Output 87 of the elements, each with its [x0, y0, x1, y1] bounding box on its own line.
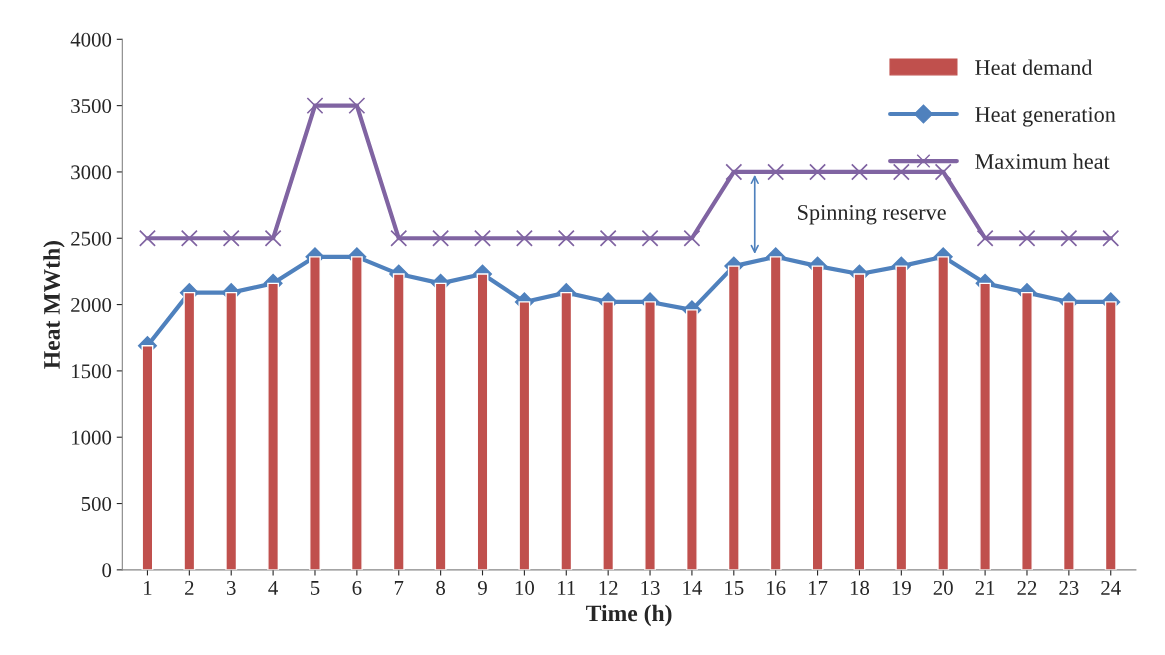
- point: [222, 229, 240, 247]
- bar: [518, 301, 531, 570]
- bar: [225, 291, 238, 570]
- point: [850, 163, 868, 181]
- point: [264, 229, 282, 247]
- point: [1060, 229, 1078, 247]
- y-tick-label: 500: [81, 496, 112, 511]
- x-tick-label: 19: [892, 580, 911, 595]
- x-tick-label: 9: [477, 580, 487, 595]
- x-tick-label: 4: [268, 581, 278, 595]
- point: [1018, 229, 1036, 247]
- bar: [309, 256, 321, 570]
- x-tick-label: 24: [1101, 580, 1121, 595]
- bar: [685, 309, 698, 570]
- point: [474, 229, 491, 247]
- x-tick-label: 12: [599, 580, 618, 595]
- x-tick-label: 22: [1017, 580, 1037, 595]
- legend-label: Heat demand: [975, 59, 1093, 76]
- y-tick-label: 3000: [71, 165, 112, 180]
- bar: [895, 265, 908, 570]
- bar: [350, 256, 363, 570]
- x-tick-label: 16: [767, 580, 786, 595]
- x-tick-label: 5: [310, 581, 320, 595]
- y-axis-title: Heat MWth): [43, 241, 65, 369]
- point: [306, 97, 324, 115]
- point: [180, 229, 198, 247]
- point: [432, 229, 450, 247]
- bar: [937, 256, 950, 570]
- x-tick-label: 17: [808, 580, 828, 595]
- annotation: Spinning reserve: [798, 204, 946, 225]
- point: [934, 163, 952, 181]
- x-tick-label: 14: [683, 580, 703, 595]
- legend-label: Maximum heat: [975, 153, 1110, 170]
- bar: [434, 282, 447, 570]
- point: [683, 229, 701, 247]
- point: [725, 163, 743, 181]
- x-tick-label: 23: [1059, 580, 1079, 595]
- x-tick-label: 18: [850, 580, 870, 595]
- bar: [811, 265, 824, 570]
- bar: [769, 256, 782, 570]
- x-tick-label: 20: [933, 580, 953, 595]
- bar: [476, 273, 489, 570]
- x-tick-label: 6: [352, 580, 362, 595]
- y-tick-label: 1000: [72, 430, 112, 445]
- x-tick-label: 1: [144, 580, 152, 595]
- bar: [727, 265, 740, 570]
- x-tick-label: 7: [394, 581, 404, 595]
- x-tick-label: 11: [558, 580, 576, 595]
- point: [390, 229, 408, 247]
- x-tick-label: 21: [975, 580, 995, 595]
- point: [976, 229, 994, 247]
- legend-label: Heat generation: [975, 107, 1116, 127]
- y-tick-label: 4000: [70, 32, 112, 47]
- point: [348, 97, 366, 115]
- x-tick-label: 2: [185, 580, 194, 595]
- point: [641, 229, 659, 247]
- y-tick-label: 1500: [72, 364, 112, 379]
- bar: [1104, 301, 1117, 570]
- point: [515, 229, 533, 247]
- point: [809, 163, 827, 181]
- point: [767, 163, 785, 181]
- bar: [392, 273, 405, 570]
- y-tick-label: 3500: [71, 98, 112, 114]
- point: [138, 229, 156, 247]
- y-tick-label: 0: [102, 563, 112, 578]
- bar: [141, 344, 154, 570]
- point: [599, 229, 617, 247]
- bar: [267, 282, 280, 570]
- bar: [183, 291, 196, 570]
- bar: [1021, 291, 1033, 570]
- x-tick-label: 15: [725, 580, 744, 595]
- y-tick-label: 2500: [71, 231, 112, 246]
- point: [557, 229, 575, 247]
- bar: [560, 291, 573, 570]
- point: [892, 163, 910, 181]
- x-tick-label: 13: [641, 580, 660, 595]
- x-tick-label: 10: [515, 580, 535, 595]
- x-axis-title: Time (h): [586, 604, 672, 627]
- bar: [1062, 301, 1075, 570]
- bar: [853, 273, 866, 570]
- x-tick-label: 3: [227, 580, 236, 595]
- y-tick-label: 2000: [71, 297, 112, 313]
- bar: [979, 282, 992, 570]
- x-tick-label: 8: [436, 580, 446, 595]
- bar: [602, 301, 615, 570]
- bar: [644, 301, 656, 570]
- point: [1102, 229, 1120, 247]
